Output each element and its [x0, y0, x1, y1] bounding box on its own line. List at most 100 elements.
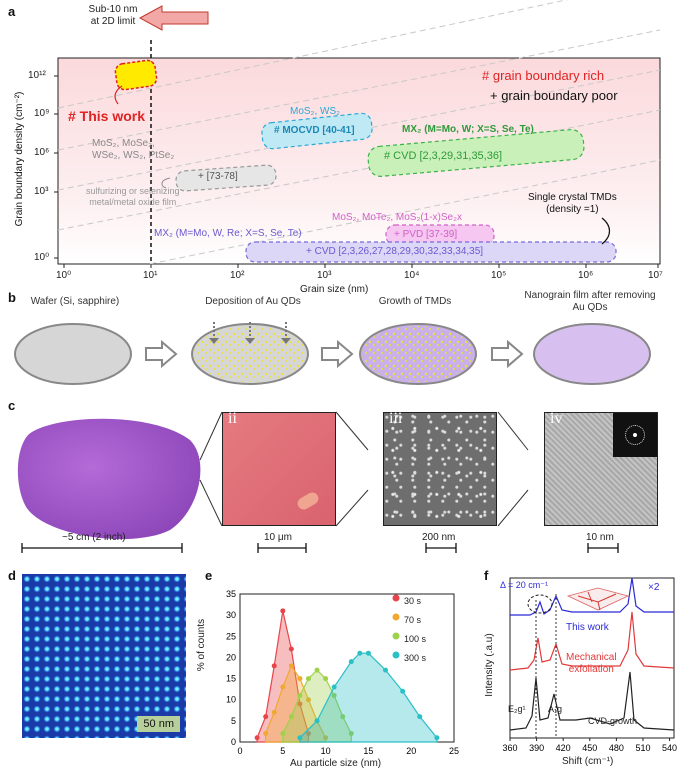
sub10-label-2: at 2D limit [90, 16, 136, 27]
step-3-title: Growth of TMDs [378, 296, 452, 307]
process-arrow-1 [145, 339, 178, 369]
panel-f-xtick: 480 [609, 743, 624, 753]
step-4-title: Nanograin film after removing Au QDs [524, 290, 656, 313]
cvd-refs-2-label: + CVD [2,3,26,27,28,29,30,32,33,34,35] [306, 246, 484, 257]
panel-b-label: b [8, 290, 16, 305]
sub10-label-1: Sub-10 nm [88, 4, 138, 15]
step-2-title: Deposition of Au QDs [205, 296, 301, 307]
scale-sem: 200 nm [422, 532, 456, 543]
panel-f-ylabel: Intensity (.a.u) [484, 633, 495, 697]
ytick-12: 10¹² [28, 70, 46, 81]
panel-e-legend-dot [392, 613, 400, 621]
panel-e-point [348, 659, 354, 665]
ytick-6: 10⁶ [34, 147, 50, 158]
cvd-green-box [367, 129, 585, 177]
panel-e-point [383, 667, 389, 673]
refs-73-78-label: + [73-78] [198, 171, 238, 182]
panel-e-point [297, 701, 303, 707]
panel-f-chart: 360 390 420 450 480 510 540 [502, 577, 677, 753]
spectrum-this-work [510, 577, 674, 616]
panel-e-point [331, 692, 337, 698]
xtick-2: 10² [230, 270, 245, 281]
panel-f-xlabel: Shift (cm⁻¹) [562, 756, 614, 767]
mech-label-1: Mechanical [566, 652, 617, 663]
panel-e-point [280, 684, 286, 690]
panel-e-label: e [205, 568, 213, 583]
x2-label: ×2 [648, 582, 660, 593]
sulfur-label-2: metal/metal oxide film [89, 197, 177, 207]
process-arrow-2 [321, 339, 354, 369]
panel-e-xtick: 20 [406, 746, 416, 756]
panel-a-xlabel: Grain size (nm) [300, 284, 369, 295]
panel-e-point [280, 731, 286, 737]
panel-e-point [280, 608, 286, 614]
panel-e-ytick: 20 [226, 652, 236, 662]
panel-e-point [263, 714, 269, 720]
panel-e-ytick: 25 [226, 631, 236, 641]
panel-e-xtick: 0 [237, 746, 242, 756]
spectrum-cvd [509, 671, 675, 731]
panel-e-point [314, 718, 320, 724]
cvd-f-label: CVD-growth [588, 716, 638, 726]
panel-e-legend-dot [392, 632, 400, 640]
panel-e-point [331, 684, 337, 690]
panel-a-label: a [8, 4, 16, 19]
ytick-0: 10⁰ [34, 252, 50, 263]
mech-label-2: exfoliation [568, 664, 614, 675]
panel-d-label: d [8, 568, 16, 583]
panel-e-point [357, 650, 363, 656]
a1g-label: A₁g [548, 704, 563, 714]
panel-e-point [305, 676, 311, 682]
xtick-7: 10⁷ [648, 270, 663, 281]
panel-e-ytick: 0 [231, 737, 236, 747]
panel-e-xlabel: Au particle size (nm) [290, 758, 382, 769]
panel-e-point [314, 667, 320, 673]
legend-rich: # grain boundary rich [482, 68, 605, 83]
xtick-6: 10⁶ [578, 270, 594, 281]
cvd-refs-1-label: # CVD [2,3,29,31,35,36] [384, 150, 503, 162]
sem-image [383, 412, 497, 526]
panel-e-point [254, 735, 260, 741]
panel-e-point [288, 646, 294, 652]
panel-e-point [348, 731, 354, 737]
this-work-label: # This work [68, 108, 146, 124]
panel-e-ytick: 5 [231, 716, 236, 726]
mos2-ws2-label: MoS₂, WS₂ [290, 106, 340, 117]
nanograin-ellipse [533, 323, 651, 385]
sulfur-label-1: sulfurizing or selenizing [86, 186, 180, 196]
panel-e-xtick: 15 [363, 746, 373, 756]
panel-e-point [400, 688, 406, 694]
panel-e-xtick: 25 [449, 746, 459, 756]
roman-iv: iv [550, 410, 563, 427]
process-arrow-3 [491, 339, 524, 369]
pvd-box [385, 224, 495, 246]
scale-optical: 10 μm [264, 532, 292, 543]
pvd-refs-label: + PVD [37-39] [394, 229, 458, 240]
delta-label: Δ = 20 cm⁻¹ [500, 580, 549, 590]
panel-e-point [417, 714, 423, 720]
panel-e-xtick: 5 [280, 746, 285, 756]
panel-e-ytick: 35 [226, 589, 236, 599]
gray-box [175, 164, 277, 192]
panel-e-ytick: 15 [226, 674, 236, 684]
panel-f-xtick: 540 [662, 743, 677, 753]
single-crystal-1: Single crystal TMDs [528, 192, 617, 203]
sub10-arrow [138, 5, 209, 31]
panel-e-ytick: 30 [226, 610, 236, 620]
panel-e-ylabel: % of counts [196, 618, 207, 672]
mos2-list-2: WSe₂, WS₂, PtSe₂ [92, 150, 175, 161]
afm-image: 50 nm [22, 574, 186, 738]
wafer-photo [17, 418, 201, 540]
panel-e-point [297, 692, 303, 698]
panel-f-frame [509, 577, 675, 739]
panel-a-chart [54, 0, 661, 268]
xtick-3: 10³ [317, 270, 332, 281]
panel-e-point [297, 735, 303, 741]
scale-tem: 10 nm [586, 532, 614, 543]
ytick-9: 10⁹ [34, 108, 50, 119]
roman-i: i [44, 406, 50, 426]
step-1-title: Wafer (Si, sapphire) [30, 296, 120, 307]
pvd-materials-label: MoS₂, MoTe₂, MoS₂(1-x)Se₂x [332, 212, 462, 223]
panel-e-point [323, 735, 329, 741]
panel-e-chart: 0 5 10 15 20 25 0 5 10 15 20 25 30 35 [226, 589, 459, 756]
